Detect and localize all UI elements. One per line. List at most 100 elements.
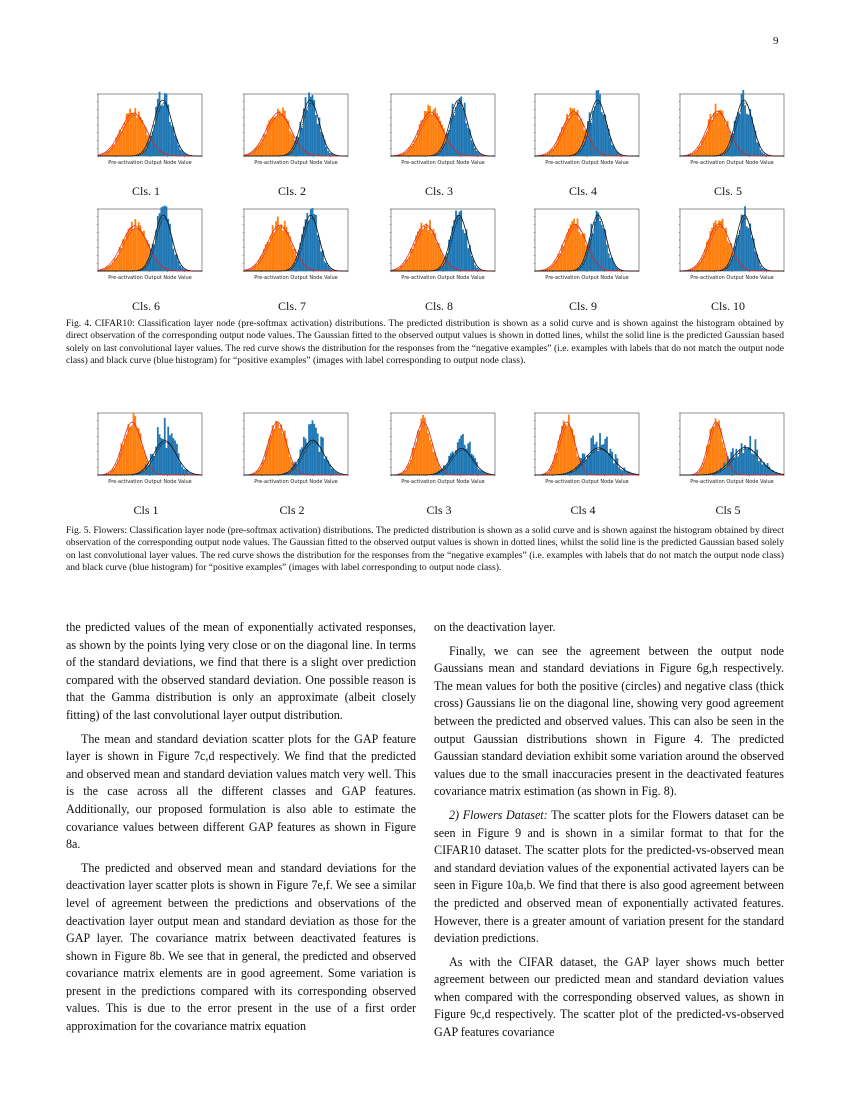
histogram-bar-positive [580, 148, 582, 156]
histogram-bar-negative [111, 468, 114, 475]
histogram-bar-negative [561, 244, 563, 271]
histogram-bar-positive [606, 244, 608, 271]
histogram-bar-positive [751, 117, 753, 156]
histogram-bar-negative [415, 442, 418, 475]
histogram-bar-positive [320, 131, 323, 156]
histogram-bar-negative [263, 459, 265, 475]
histogram-bar-negative [411, 143, 414, 156]
histogram-bar-positive [484, 472, 487, 475]
histogram-bar-negative [115, 463, 118, 475]
histogram-bar-positive [162, 206, 164, 271]
histogram-bar-negative [268, 438, 271, 475]
histogram-bar-positive [621, 470, 624, 475]
histogram-bar-negative [541, 155, 544, 156]
histogram-bar-negative [263, 134, 265, 156]
histogram-bar-positive [728, 263, 731, 271]
histogram-bar-negative [716, 113, 719, 156]
histogram-bar-negative [707, 119, 710, 156]
histogram-bar-positive [439, 267, 442, 271]
histogram-bar-positive [160, 207, 163, 271]
histogram-bar-negative [104, 474, 107, 475]
histogram-bar-positive [597, 450, 600, 475]
histogram-bar-positive [730, 258, 733, 271]
histogram-bar-negative [714, 103, 717, 156]
histogram-bar-negative [399, 154, 402, 156]
histogram-bar-negative [103, 268, 105, 271]
right-column: on the deactivation layer. Finally, we c… [434, 619, 784, 1048]
histogram-bar-negative [397, 268, 400, 271]
histogram-bar-positive [455, 210, 457, 271]
histogram-bar-negative [256, 263, 258, 271]
histogram-bar-positive [588, 238, 591, 271]
histogram-bar-positive [325, 262, 328, 271]
histogram-bar-positive [633, 474, 636, 475]
histogram-bar-positive [316, 123, 319, 156]
histogram-bar-positive [718, 471, 720, 475]
histogram-bar-positive [153, 456, 156, 475]
panel-label: Cls. 6 [131, 299, 160, 313]
histogram-bar-positive [299, 449, 302, 475]
fitted-curve-negative [534, 424, 639, 476]
histogram-bar-positive [567, 472, 570, 475]
histogram-bar-negative [113, 258, 116, 271]
histogram-bar-negative [280, 424, 283, 475]
histogram-bar-positive [453, 219, 456, 271]
histogram-bar-negative [270, 119, 272, 156]
fitted-curve-negative [390, 114, 495, 157]
histogram-bar-negative [254, 264, 257, 271]
histogram-bar-negative [555, 142, 558, 156]
histogram-bar-negative [550, 266, 553, 271]
x-axis-label: Pre-activation Output Node Value [108, 275, 191, 281]
histogram-bar-negative [718, 110, 720, 156]
histogram-bar-positive [766, 462, 769, 475]
histogram-chart: Pre-activation Output Node Value [242, 412, 349, 485]
histogram-bar-positive [761, 268, 764, 271]
histogram-bar-negative [403, 263, 405, 271]
histogram-bar-positive [444, 466, 447, 475]
histogram-bar-positive [441, 146, 444, 156]
histogram-bar-positive [315, 115, 317, 156]
x-axis-label: Pre-activation Output Node Value [401, 479, 484, 485]
histogram-bar-negative [686, 155, 689, 156]
histogram-bar-negative [712, 426, 715, 475]
histogram-bar-negative [278, 110, 281, 156]
histogram-bar-positive [290, 151, 293, 156]
histogram-bar-positive [470, 453, 473, 475]
histogram-bar-positive [590, 122, 593, 156]
histogram-bar-positive [449, 118, 452, 156]
histogram-bar-positive [611, 144, 614, 156]
histogram-bar-negative [108, 472, 111, 475]
histogram-bar-positive [771, 470, 774, 475]
histogram-bar-negative [562, 246, 565, 271]
histogram-bar-positive [583, 141, 586, 156]
histogram-bar-positive [590, 437, 593, 475]
histogram-bar-negative [257, 259, 260, 271]
histogram-bar-negative [134, 219, 137, 271]
x-axis-label: Pre-activation Output Node Value [545, 160, 628, 166]
histogram-bar-positive [737, 112, 739, 156]
histogram-bar-positive [592, 435, 594, 475]
histogram-bar-negative [437, 242, 440, 271]
histogram-bar-negative [697, 472, 700, 475]
histogram-bar-positive [162, 105, 164, 156]
histogram-bar-positive [297, 458, 300, 475]
histogram-bar-positive [752, 125, 755, 156]
histogram-bar-positive [618, 467, 620, 475]
histogram-bar-positive [606, 436, 608, 475]
histogram-bar-negative [125, 434, 128, 475]
fitted-curve-negative [97, 227, 202, 272]
histogram-bar-positive [316, 433, 319, 475]
histogram-bar-positive [456, 215, 459, 271]
histogram-bar-positive [465, 123, 468, 156]
histogram-bar-negative [115, 137, 118, 156]
histogram-bar-negative [247, 154, 250, 156]
fitted-curve-positive [680, 102, 784, 157]
histogram-bar-negative [552, 461, 555, 475]
histogram-bar-negative [122, 127, 125, 156]
histogram-panel: Pre-activation Output Node Value [232, 205, 352, 297]
histogram-chart: Pre-activation Output Node Value [96, 412, 203, 485]
histogram-bar-positive [290, 267, 293, 271]
histogram-bar-negative [583, 233, 586, 271]
histogram-bar-positive [751, 453, 753, 475]
histogram-bar-negative [289, 456, 291, 475]
